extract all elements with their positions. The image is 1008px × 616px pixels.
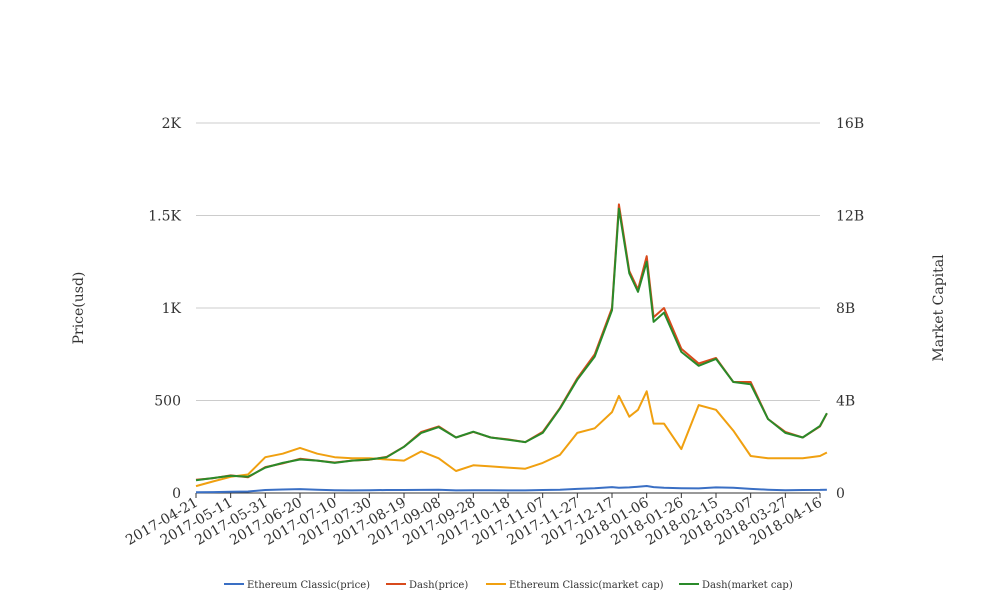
y-tick-label: 2K xyxy=(162,116,182,132)
left-axis-ticks: 0 500 1K 1.5K 2K xyxy=(148,116,181,502)
series-line-ethereum-classic-price xyxy=(195,485,827,494)
series-lines xyxy=(195,203,828,494)
gridlines xyxy=(196,122,820,494)
y-axis-title: Price(usd) xyxy=(71,272,87,345)
y2-tick-label: 0 xyxy=(836,486,845,502)
y-tick-label: 0 xyxy=(172,486,181,502)
y-tick-label: 500 xyxy=(154,394,181,410)
y2-tick-label: 16B xyxy=(836,116,864,132)
y-tick-label: 1K xyxy=(162,301,182,317)
legend: Ethereum Classic(price) Dash(price) Ethere… xyxy=(224,580,793,591)
series-line-dash-price xyxy=(195,203,828,481)
legend-label-dash-price: Dash(price) xyxy=(409,580,468,591)
legend-label-ethereum-classic-market-cap: Ethereum Classic(market cap) xyxy=(509,580,664,591)
series-line-ethereum-classic-market-cap xyxy=(195,390,828,488)
y2-axis-title: Market Capital xyxy=(931,254,947,362)
y-tick-label: 1.5K xyxy=(148,209,181,225)
y2-tick-label: 12B xyxy=(836,209,864,225)
series-line-dash-market-cap xyxy=(195,207,828,482)
y2-tick-label: 4B xyxy=(836,394,855,410)
x-axis-ticks: 2017-04-212017-05-112017-05-312017-06-20… xyxy=(123,493,825,549)
legend-label-dash-market-cap: Dash(market cap) xyxy=(702,580,793,591)
legend-label-ethereum-classic-price: Ethereum Classic(price) xyxy=(247,580,370,591)
y2-tick-label: 8B xyxy=(836,301,855,317)
right-axis-ticks: 0 4B 8B 12B 16B xyxy=(836,116,864,502)
